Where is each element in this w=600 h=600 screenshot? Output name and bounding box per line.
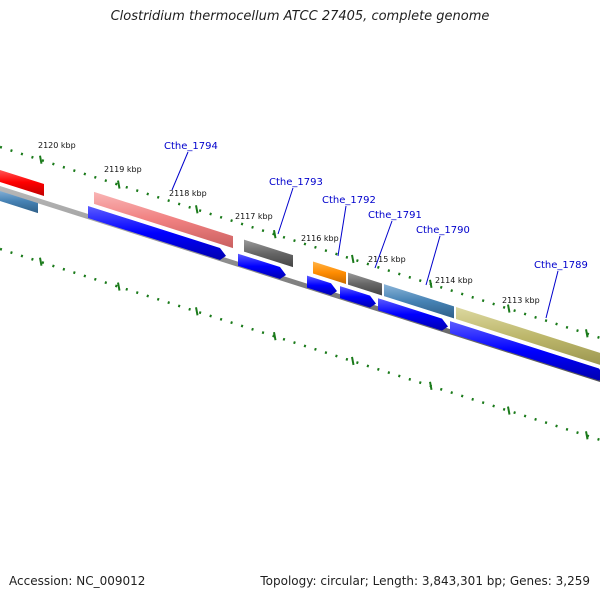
cds-arrow[interactable] bbox=[307, 275, 337, 296]
tick-marks bbox=[0, 145, 600, 442]
gene-label-cthe_1793[interactable]: Cthe_1793 bbox=[269, 177, 323, 188]
major-tick bbox=[507, 406, 511, 415]
gene-band-cthe_1793[interactable] bbox=[244, 239, 293, 268]
major-tick bbox=[507, 304, 511, 313]
gene-leader-line bbox=[374, 220, 393, 269]
kbp-label: 2115 kbp bbox=[368, 255, 406, 264]
gene-leader-line bbox=[337, 205, 347, 257]
gene-band-cthe_1789[interactable] bbox=[456, 307, 600, 366]
kbp-label: 2119 kbp bbox=[104, 165, 142, 174]
major-tick bbox=[429, 381, 433, 390]
cds-arrow[interactable] bbox=[238, 253, 286, 280]
cds-arrow[interactable] bbox=[378, 298, 448, 331]
kbp-label: 2118 kbp bbox=[169, 189, 207, 198]
major-tick bbox=[429, 279, 433, 288]
gene-leader-line bbox=[171, 151, 189, 191]
kbp-label: 2114 kbp bbox=[435, 276, 473, 285]
gene-band-cthe_1790[interactable] bbox=[384, 284, 454, 319]
major-tick bbox=[351, 356, 355, 366]
gene-label-cthe_1790[interactable]: Cthe_1790 bbox=[416, 225, 470, 236]
cds-arrow[interactable] bbox=[340, 286, 376, 308]
edge-gene-steelblue[interactable] bbox=[0, 189, 38, 214]
gene-leader-line bbox=[545, 270, 559, 319]
gene-label-cthe_1789[interactable]: Cthe_1789 bbox=[534, 260, 588, 271]
major-tick bbox=[585, 329, 589, 338]
topology-text: Topology: circular; Length: 3,843,301 bp… bbox=[260, 574, 590, 588]
gene-label-cthe_1791[interactable]: Cthe_1791 bbox=[368, 210, 422, 221]
gene-band-cthe_1791[interactable] bbox=[348, 272, 382, 296]
major-tick bbox=[195, 205, 199, 214]
outer-tick-row bbox=[0, 145, 600, 340]
major-tick bbox=[273, 229, 277, 239]
labels: 2120 kbp 2119 kbp 2118 kbp 2117 kbp 2116 kbp… bbox=[38, 141, 588, 319]
major-tick bbox=[117, 180, 121, 189]
major-tick bbox=[273, 331, 277, 341]
major-tick bbox=[39, 155, 43, 164]
map-title: Clostridium thermocellum ATCC 27405, com… bbox=[110, 9, 490, 24]
major-tick bbox=[585, 431, 589, 440]
gene-features bbox=[0, 168, 600, 381]
cds-arrow[interactable] bbox=[450, 321, 600, 381]
accession-text: Accession: NC_009012 bbox=[9, 574, 146, 588]
cds-arrow[interactable] bbox=[88, 205, 226, 260]
major-tick bbox=[39, 257, 43, 266]
edge-gene-red[interactable] bbox=[0, 168, 44, 196]
kbp-label: 2113 kbp bbox=[502, 296, 540, 305]
major-tick bbox=[117, 282, 121, 291]
major-tick bbox=[195, 307, 199, 316]
gene-label-cthe_1794[interactable]: Cthe_1794 bbox=[164, 141, 218, 152]
kbp-label: 2116 kbp bbox=[301, 234, 339, 243]
gene-band-cthe_1792[interactable] bbox=[313, 261, 346, 285]
gene-label-cthe_1792[interactable]: Cthe_1792 bbox=[322, 195, 376, 206]
kbp-label: 2117 kbp bbox=[235, 212, 273, 221]
kbp-label: 2120 kbp bbox=[38, 141, 76, 150]
gene-leader-line bbox=[277, 187, 294, 235]
gene-leader-line bbox=[425, 235, 441, 286]
gene-band-cthe_1794[interactable] bbox=[94, 191, 233, 249]
major-tick bbox=[351, 254, 355, 264]
